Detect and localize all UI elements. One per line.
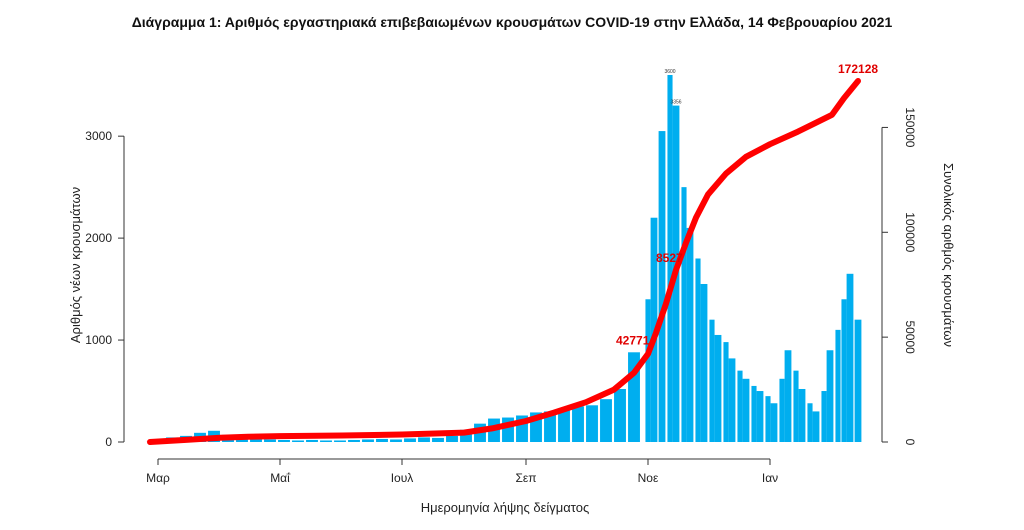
bar [404, 438, 416, 442]
bar-annotation: 3356 [670, 100, 681, 106]
y2-axis-title: Συνολικός αριθμός κρουσμάτων [941, 163, 956, 347]
y2-tick-label: 150000 [903, 107, 917, 147]
bar [742, 378, 750, 442]
bar [306, 439, 318, 442]
bar [362, 439, 374, 442]
bar [250, 437, 262, 442]
y-tick-label: 2000 [85, 231, 112, 245]
cumulative-line [147, 78, 861, 445]
bar [765, 396, 771, 442]
bar [751, 385, 757, 442]
bar [756, 391, 764, 442]
axes-layer: 0 1000 2000 3000 0 50000 100000 150000 Μαρ Μαΐ Ιου… [85, 107, 917, 485]
bar [292, 440, 304, 442]
bar [798, 388, 806, 442]
bar [558, 408, 570, 442]
bar [846, 273, 854, 442]
bar [320, 440, 332, 442]
cumulative-annotation: 8527 [656, 251, 683, 265]
bar [728, 358, 736, 442]
x-tick-label: Ιαν [762, 471, 778, 485]
x-axis-title: Ημερομηνία λήψης δείγματος [421, 500, 590, 515]
bar [600, 399, 612, 442]
bar [695, 258, 701, 442]
bar [826, 350, 834, 442]
bar [807, 403, 813, 442]
bar [667, 75, 673, 442]
y2-tick-label: 100000 [903, 212, 917, 252]
bar [784, 350, 792, 442]
y-tick-label: 0 [105, 435, 112, 449]
bar [770, 403, 778, 442]
bar [530, 412, 542, 442]
bar [737, 370, 743, 442]
bar [645, 299, 651, 442]
bar [390, 439, 402, 442]
bar [516, 415, 528, 442]
bar [264, 439, 276, 442]
x-tick-label: Σεπ [515, 471, 536, 485]
bar [681, 187, 687, 442]
bar [502, 417, 514, 442]
bar [544, 411, 556, 442]
bar [278, 439, 290, 442]
bars-layer [146, 75, 862, 442]
bar [709, 319, 715, 442]
bar [614, 388, 626, 442]
bar [821, 391, 827, 442]
bar [628, 352, 640, 442]
y-tick-label: 3000 [85, 129, 112, 143]
bar [793, 370, 799, 442]
bar [460, 429, 472, 442]
bar [376, 438, 388, 442]
bar [348, 439, 360, 442]
cumulative-annotation: 172128 [838, 62, 878, 76]
bar [432, 437, 444, 442]
bar [812, 411, 820, 442]
y-tick-label: 1000 [85, 333, 112, 347]
bar [714, 334, 722, 442]
bar [686, 227, 694, 442]
bar [700, 283, 708, 442]
y2-tick-label: 0 [903, 439, 917, 446]
bar [779, 378, 785, 442]
x-tick-label: Ιουλ [391, 471, 414, 485]
bar [418, 437, 430, 442]
annotations-layer: 172128 8527 42771 3600 3356 [616, 62, 878, 347]
bar [835, 329, 841, 442]
bar [572, 406, 584, 442]
bar [723, 342, 729, 442]
bar [586, 405, 598, 442]
y2-tick-label: 50000 [903, 320, 917, 354]
bar-annotation: 3600 [664, 69, 675, 75]
x-tick-label: Νοε [638, 471, 659, 485]
x-tick-label: Μαρ [146, 471, 170, 485]
bar [446, 435, 458, 442]
bar [334, 440, 346, 442]
chart-title: Διάγραμμα 1: Αριθμός εργαστηριακά επιβεβ… [131, 14, 893, 30]
bar [658, 131, 666, 442]
x-tick-label: Μαΐ [270, 471, 291, 485]
cumulative-annotation: 42771 [616, 333, 650, 347]
y-axis-title: Αριθμός νέων κρουσμάτων [68, 187, 83, 343]
bar [841, 299, 847, 442]
cumulative-layer [147, 78, 861, 445]
bar [854, 319, 862, 442]
